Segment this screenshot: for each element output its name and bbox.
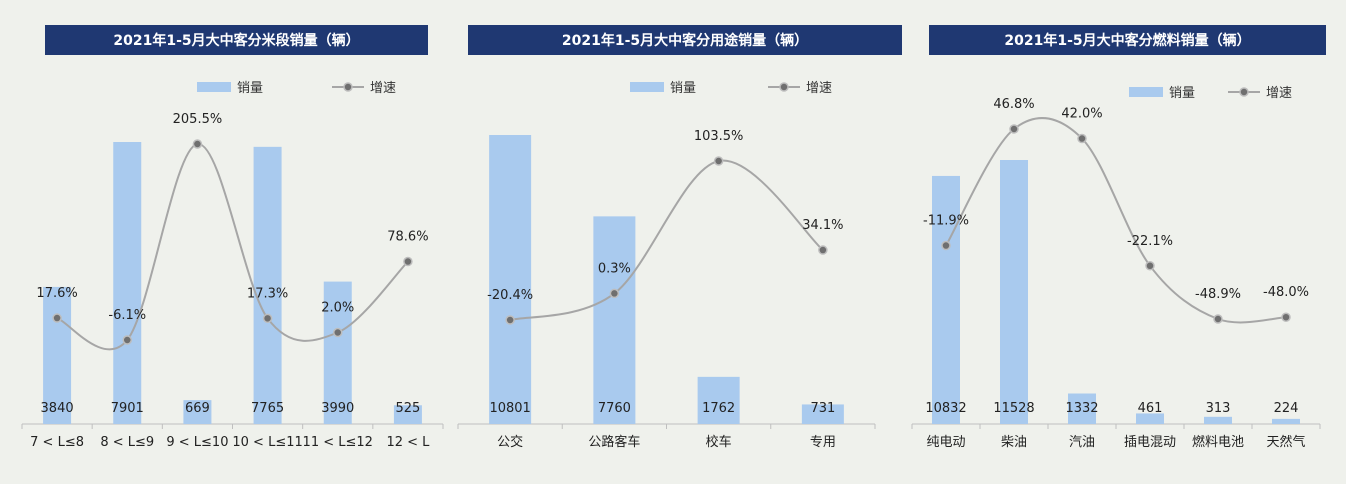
- growth-label: -48.0%: [1263, 285, 1309, 300]
- growth-point: [122, 335, 132, 345]
- bar: [113, 142, 142, 424]
- legend-line-label: 增速: [806, 81, 832, 96]
- growth-label: 2.0%: [321, 300, 354, 315]
- growth-point: [1281, 312, 1291, 322]
- bar: [489, 135, 532, 424]
- x-tick-label: 汽油: [1069, 435, 1095, 450]
- growth-point: [941, 240, 951, 251]
- bar-value-label: 224: [1274, 401, 1299, 416]
- x-tick-label: 燃料电池: [1192, 434, 1244, 450]
- bar-value-label: 10832: [925, 401, 966, 416]
- growth-label: 103.5%: [694, 129, 744, 144]
- bar-value-label: 669: [185, 401, 210, 416]
- legend-line-marker: [779, 82, 789, 92]
- growth-label: 46.8%: [993, 97, 1034, 112]
- bar: [801, 404, 844, 424]
- x-tick-label: 天然气: [1266, 434, 1305, 450]
- bar: [1272, 418, 1300, 424]
- bar-value-label: 11528: [993, 401, 1034, 416]
- growth-label: 0.3%: [598, 261, 631, 276]
- x-tick-label: 公路客车: [588, 434, 640, 450]
- growth-point: [818, 245, 828, 255]
- growth-label: -22.1%: [1127, 234, 1173, 249]
- growth-point: [713, 156, 724, 166]
- bar: [1000, 160, 1028, 424]
- bar-value-label: 3990: [321, 401, 354, 416]
- growth-point: [1213, 314, 1223, 324]
- growth-point: [1077, 133, 1087, 144]
- chart-title-length: 2021年1-5月大中客分米段销量（辆）: [45, 25, 428, 55]
- chart-title-usage: 2021年1-5月大中客分用途销量（辆）: [468, 25, 902, 55]
- x-tick-label: 插电混动: [1124, 435, 1176, 450]
- growth-point: [52, 313, 62, 323]
- x-tick-label: 校车: [706, 434, 732, 450]
- growth-label: 17.6%: [36, 286, 77, 301]
- growth-point: [262, 313, 273, 324]
- bar-value-label: 3840: [41, 401, 74, 416]
- x-tick-label: 专用: [810, 435, 836, 450]
- growth-point: [505, 315, 515, 325]
- x-tick-label: 7 < L≤8: [30, 435, 84, 450]
- legend-bar-label: 销量: [237, 81, 263, 96]
- legend-bar-label: 销量: [670, 81, 696, 96]
- bar: [1204, 416, 1232, 424]
- growth-label: -48.9%: [1195, 287, 1241, 302]
- bar: [697, 376, 740, 424]
- growth-label: 17.3%: [247, 286, 288, 301]
- bar: [253, 146, 282, 424]
- bar-value-label: 7765: [251, 401, 284, 416]
- legend-bar-label: 销量: [1169, 86, 1195, 101]
- bar: [393, 405, 422, 424]
- bar: [1068, 393, 1096, 424]
- growth-point: [333, 327, 343, 338]
- bar-value-label: 731: [810, 401, 835, 416]
- growth-point: [609, 288, 620, 299]
- legend-bar-swatch: [1129, 87, 1163, 97]
- bar: [593, 216, 636, 424]
- growth-label: 205.5%: [173, 112, 223, 127]
- bar: [183, 400, 212, 424]
- legend-line-label: 增速: [1266, 86, 1292, 101]
- bar: [932, 175, 960, 424]
- growth-point: [1009, 124, 1019, 134]
- legend-line-marker: [1239, 87, 1249, 97]
- bar-value-label: 461: [1138, 401, 1163, 416]
- growth-point: [1145, 261, 1155, 271]
- bar-value-label: 1762: [702, 401, 735, 416]
- x-tick-label: 11 < L≤12: [303, 435, 373, 450]
- bar: [1136, 413, 1164, 424]
- legend-bar-swatch: [630, 82, 664, 92]
- bar: [43, 286, 72, 424]
- bar-value-label: 313: [1206, 401, 1231, 416]
- x-tick-label: 柴油: [1001, 435, 1027, 450]
- growth-label: -6.1%: [108, 308, 146, 323]
- bar-value-label: 525: [396, 401, 421, 416]
- bar: [323, 281, 352, 424]
- growth-point: [403, 256, 413, 267]
- growth-label: -11.9%: [923, 214, 969, 229]
- x-tick-label: 8 < L≤9: [100, 435, 154, 450]
- bar-value-label: 7901: [111, 401, 144, 416]
- growth-label: -20.4%: [487, 288, 533, 303]
- bar-value-label: 10801: [489, 401, 530, 416]
- x-tick-label: 9 < L≤10: [166, 435, 228, 450]
- growth-line: [509, 159, 824, 321]
- growth-label: 78.6%: [387, 230, 428, 245]
- x-tick-label: 公交: [497, 434, 523, 450]
- x-tick-label: 10 < L≤11: [232, 435, 302, 450]
- x-tick-label: 纯电动: [926, 435, 965, 450]
- legend-bar-swatch: [197, 82, 231, 92]
- legend-line-label: 增速: [370, 81, 396, 96]
- x-tick-label: 12 < L: [386, 435, 430, 450]
- growth-label: 34.1%: [802, 218, 843, 233]
- legend-line-marker: [343, 82, 353, 92]
- bar-value-label: 7760: [598, 401, 631, 416]
- chart-title-fuel: 2021年1-5月大中客分燃料销量（辆）: [929, 25, 1326, 55]
- growth-label: 42.0%: [1061, 107, 1102, 122]
- bar-value-label: 1332: [1065, 401, 1098, 416]
- growth-point: [192, 139, 203, 149]
